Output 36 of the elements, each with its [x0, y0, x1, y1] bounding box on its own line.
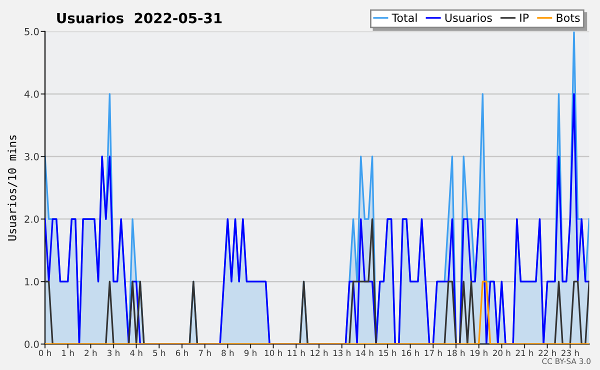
x-tick-label: 14 h	[356, 350, 374, 356]
x-tick-label: 2 h	[84, 350, 97, 356]
x-tick-label: 1 h	[62, 350, 74, 356]
x-tick-label: 9 h	[244, 350, 256, 356]
x-tick-label: 17 h	[424, 350, 442, 356]
x-tick-label: 6 h	[176, 350, 188, 356]
x-tick-label: 15 h	[379, 350, 396, 356]
x-tick-label: 8 h	[222, 350, 234, 356]
y-axis-title: Usuarios/10 mins	[8, 135, 18, 240]
y-tick-label: 4.0	[24, 90, 39, 98]
x-tick-label: 20 h	[493, 350, 510, 356]
x-tick-label: 16 h	[402, 350, 419, 356]
x-tick-label: 11 h	[288, 350, 305, 356]
x-tick-label: 19 h	[470, 350, 488, 356]
x-tick-label: 23 h	[562, 350, 579, 356]
x-tick-label: 12 h	[310, 350, 328, 356]
x-tick-label: 18 h	[448, 350, 465, 356]
legend-label: Bots	[556, 14, 580, 22]
y-tick-label: 0.0	[24, 340, 39, 348]
legend-label: Total	[392, 13, 417, 22]
x-tick-label: 7 h	[198, 350, 211, 356]
x-tick-label: 13 h	[333, 350, 350, 356]
x-tick-label: 4 h	[130, 350, 142, 356]
x-tick-label: 0 h	[38, 350, 51, 356]
x-tick-label: 5 h	[153, 350, 166, 356]
legend-label: Usuarios	[445, 13, 492, 22]
x-tick-label: 3 h	[108, 350, 120, 356]
x-tick-label: 10 h	[264, 350, 282, 356]
x-tick-label: 22 h	[538, 350, 556, 356]
x-tick-label: 21 h	[516, 350, 534, 356]
y-tick-label: 1.0	[25, 278, 39, 286]
y-tick-label: 5.0	[24, 28, 39, 36]
y-tick-label: 3.0	[24, 152, 39, 160]
y-tick-label: 2.0	[24, 216, 39, 223]
legend-label: IP	[520, 14, 529, 22]
chart-title: Usuarios 2022-05-31	[57, 12, 222, 24]
